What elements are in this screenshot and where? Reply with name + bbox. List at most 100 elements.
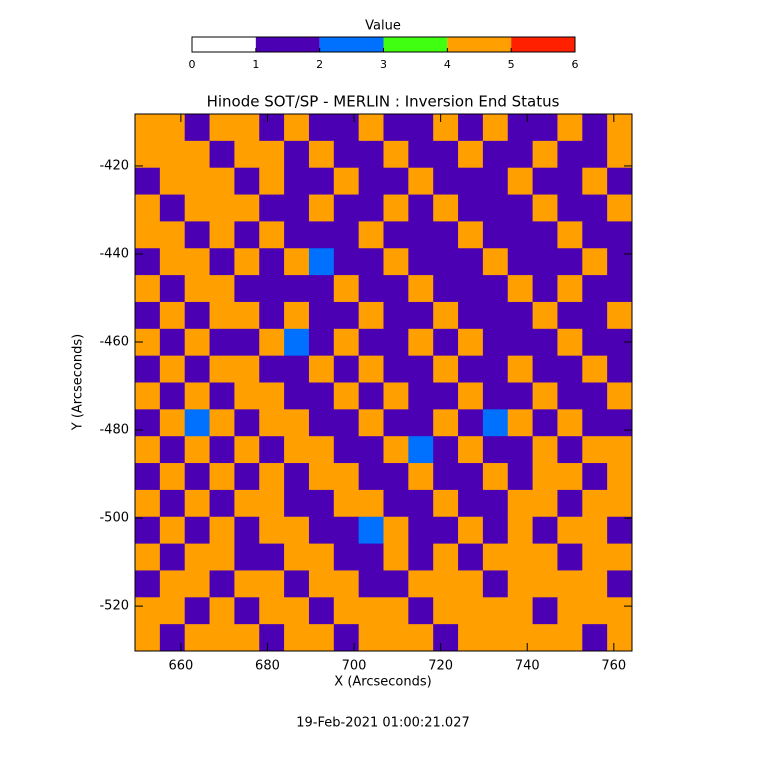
heatmap-cell xyxy=(582,140,608,169)
heatmap-cell xyxy=(333,114,360,142)
heatmap-cell xyxy=(333,355,360,383)
heatmap-cell xyxy=(135,436,161,464)
heatmap-cell xyxy=(184,355,211,383)
heatmap-cell xyxy=(259,167,285,196)
heatmap-cell xyxy=(159,275,186,303)
y-tick-label: -460 xyxy=(99,335,129,350)
heatmap-cell xyxy=(333,167,360,196)
heatmap-cell xyxy=(532,355,558,383)
heatmap-cell xyxy=(284,301,310,330)
heatmap-cell xyxy=(234,624,260,652)
heatmap-cell xyxy=(159,624,186,652)
heatmap-cell xyxy=(259,382,285,410)
heatmap-cell xyxy=(532,409,558,437)
heatmap-cell xyxy=(234,275,260,303)
heatmap-cell xyxy=(607,114,633,142)
heatmap-cell xyxy=(184,140,211,169)
heatmap-cell xyxy=(259,624,285,652)
plot-frame xyxy=(134,113,633,652)
heatmap-cell xyxy=(159,382,186,410)
colorbar-tick-label: 6 xyxy=(572,58,579,71)
heatmap-cell xyxy=(458,301,484,330)
heatmap-cell xyxy=(135,382,161,410)
heatmap-cell xyxy=(408,275,434,303)
heatmap-cell xyxy=(209,248,235,276)
x-tick-label: 760 xyxy=(601,659,626,674)
heatmap-cell xyxy=(507,275,534,303)
heatmap-cell xyxy=(458,409,484,437)
heatmap-cell xyxy=(433,167,459,196)
heatmap-cell xyxy=(209,463,235,491)
heatmap-cell xyxy=(557,114,583,142)
heatmap-cell xyxy=(458,543,484,571)
heatmap-cell xyxy=(284,463,310,491)
heatmap-cell xyxy=(458,570,484,598)
heatmap-cell xyxy=(408,597,434,625)
heatmap-cell xyxy=(135,516,161,545)
heatmap-cell xyxy=(209,301,235,330)
heatmap-cell xyxy=(408,328,434,357)
heatmap-cell xyxy=(135,194,161,222)
heatmap-cell xyxy=(284,167,310,196)
heatmap-cell xyxy=(135,489,161,518)
heatmap-cell xyxy=(433,221,459,249)
heatmap-cell xyxy=(159,436,186,464)
colorbar-tick-label: 4 xyxy=(444,58,451,71)
heatmap-cell xyxy=(135,221,161,249)
heatmap-cell xyxy=(184,489,211,518)
heatmap-cell xyxy=(308,328,335,357)
heatmap-cell xyxy=(408,489,434,518)
y-tick-label: -520 xyxy=(99,599,129,614)
heatmap-cell xyxy=(482,463,509,491)
heatmap-cell xyxy=(308,489,335,518)
heatmap-cell xyxy=(383,167,409,196)
heatmap-cell xyxy=(383,570,409,598)
heatmap-cell xyxy=(135,624,161,652)
heatmap-cell xyxy=(458,167,484,196)
heatmap-cell xyxy=(607,436,633,464)
heatmap-cell xyxy=(408,463,434,491)
heatmap-cell xyxy=(482,597,509,625)
heatmap-cell xyxy=(408,248,434,276)
heatmap-cell xyxy=(209,355,235,383)
heatmap-cell xyxy=(259,140,285,169)
heatmap-cell xyxy=(209,436,235,464)
heatmap-cell xyxy=(507,624,534,652)
heatmap-cell xyxy=(408,194,434,222)
heatmap-cell xyxy=(532,624,558,652)
heatmap-cell xyxy=(358,436,384,464)
heatmap-cell xyxy=(358,489,384,518)
heatmap-cell xyxy=(358,597,384,625)
heatmap-cell xyxy=(209,221,235,249)
heatmap-cell xyxy=(358,624,384,652)
heatmap-cell xyxy=(582,570,608,598)
heatmap-cell xyxy=(259,194,285,222)
heatmap-cell xyxy=(383,194,409,222)
heatmap-cell xyxy=(507,301,534,330)
heatmap-cell xyxy=(507,463,534,491)
heatmap-cell xyxy=(557,436,583,464)
heatmap-cell xyxy=(284,382,310,410)
heatmap-cell xyxy=(358,463,384,491)
heatmap-cell xyxy=(234,516,260,545)
heatmap-cell xyxy=(358,409,384,437)
heatmap-cell xyxy=(433,624,459,652)
heatmap-cell xyxy=(532,275,558,303)
heatmap-cell xyxy=(234,167,260,196)
heatmap-cell xyxy=(159,489,186,518)
heatmap-cell xyxy=(532,489,558,518)
heatmap-cell xyxy=(358,221,384,249)
heatmap-cell xyxy=(582,409,608,437)
heatmap-cell xyxy=(458,355,484,383)
heatmap-cell xyxy=(308,355,335,383)
heatmap-cell xyxy=(358,516,384,545)
heatmap-cell xyxy=(333,248,360,276)
heatmap-cell xyxy=(458,221,484,249)
heatmap-cell xyxy=(259,543,285,571)
heatmap-cell xyxy=(532,221,558,249)
colorbar-title: Value xyxy=(365,19,401,34)
heatmap-cell xyxy=(557,624,583,652)
heatmap-cell xyxy=(209,275,235,303)
heatmap-cell xyxy=(308,248,335,276)
heatmap-cell xyxy=(284,114,310,142)
